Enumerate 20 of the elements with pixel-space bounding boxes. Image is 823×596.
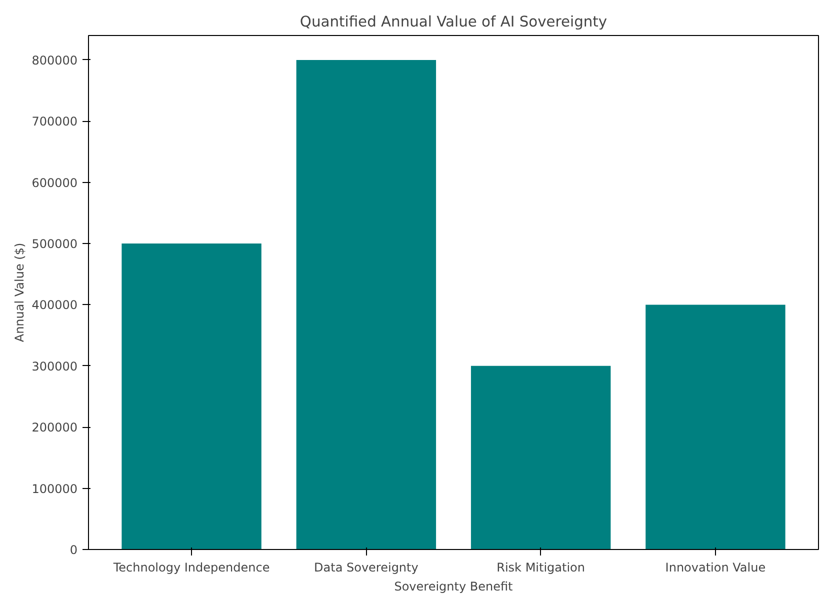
y-tick-label: 100000 [32,482,78,496]
bar [296,60,436,550]
x-tick-label: Risk Mitigation [496,560,586,574]
x-axis-title: Sovereignty Benefit [394,580,514,594]
bar [122,244,262,550]
x-tick-label: Innovation Value [665,560,766,574]
y-tick-label: 600000 [32,176,78,190]
chart-title: Quantified Annual Value of AI Sovereignty [300,14,608,30]
x-tick-label: Data Sovereignty [314,560,418,574]
y-tick-label: 800000 [32,53,78,68]
bar [470,366,611,550]
y-tick-label: 300000 [32,359,78,374]
y-tick-label: 200000 [32,420,78,435]
y-tick-label: 500000 [32,237,78,252]
y-tick-label: 0 [70,543,78,557]
bar [646,304,786,550]
y-axis-title: Annual Value ($) [12,242,27,342]
y-tick-label: 400000 [32,298,78,312]
y-tick-label: 700000 [32,114,78,129]
x-tick-label: Technology Independence [112,560,270,574]
